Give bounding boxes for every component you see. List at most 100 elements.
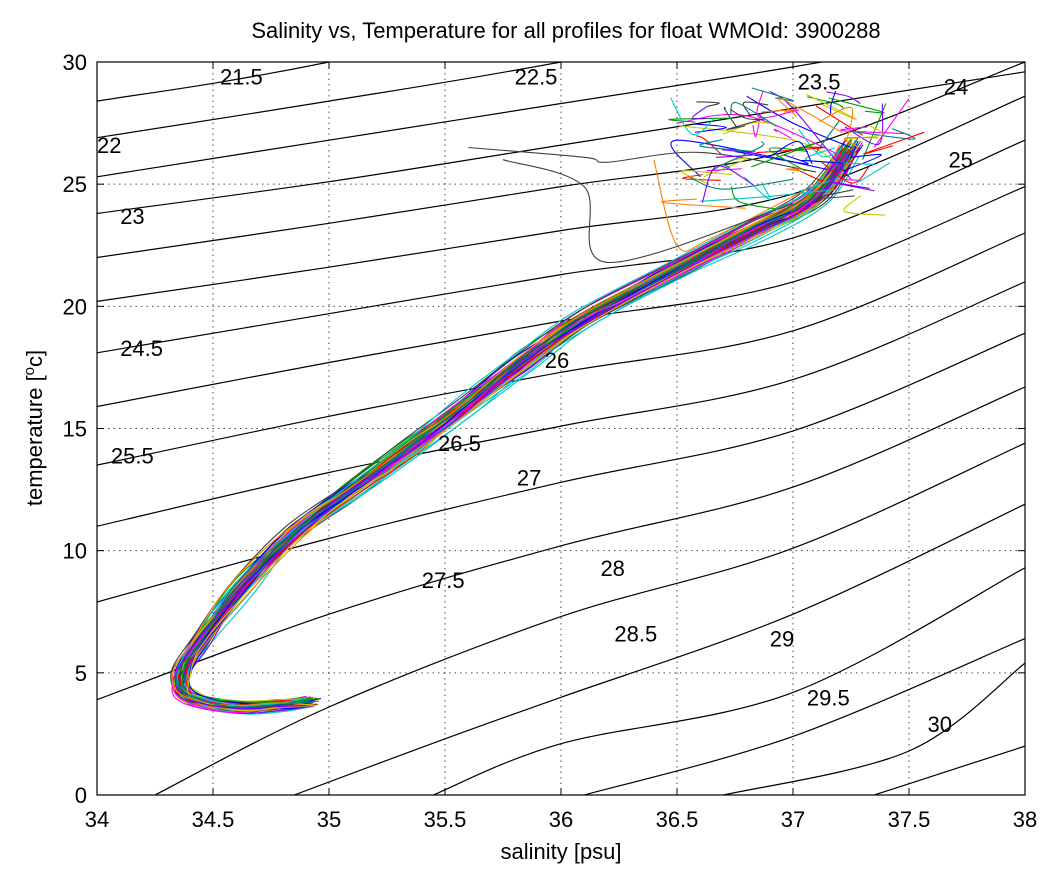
surface-profile-segment [805, 147, 876, 165]
surface-profile-segment [844, 103, 884, 146]
surface-profile-segment [818, 106, 854, 142]
isopycnal-29 [433, 567, 1025, 795]
surface-profile-segment [785, 168, 804, 172]
surface-profile-segment [852, 128, 916, 140]
surface-profile-segment [752, 113, 762, 138]
surface-profile-segment [730, 101, 777, 127]
x-tick-label: 36 [549, 807, 573, 832]
surface-profile-segment [696, 135, 723, 156]
surface-profile-segment [838, 178, 862, 183]
x-tick-label: 37.5 [888, 807, 931, 832]
profile-line [188, 140, 859, 706]
x-tick-label: 34.5 [192, 807, 235, 832]
surface-profile-segment [798, 128, 843, 158]
surface-profile-segment [799, 179, 830, 192]
surface-profile-segment [756, 91, 800, 119]
surface-profile-segment [857, 162, 891, 183]
chart-title: Salinity vs, Temperature for all profile… [251, 18, 880, 43]
surface-profile-segment [830, 90, 837, 114]
isopycnal-25 [97, 139, 1025, 354]
profile-line [178, 151, 847, 709]
surface-profile-segment [701, 165, 754, 203]
isopycnal-label: 28 [600, 556, 624, 581]
x-tick-label: 34 [85, 807, 109, 832]
isopycnal-label: 25 [948, 148, 972, 173]
isopycnal-label: 29.5 [807, 685, 850, 710]
isopycnal-23.5 [97, 71, 1025, 215]
surface-profile-segment [676, 124, 840, 166]
surface-profile-segment [843, 195, 886, 216]
isopycnal-29.5 [584, 638, 1025, 795]
surface-profile-segment [703, 157, 749, 178]
profile-line [179, 139, 852, 705]
profile-line [170, 138, 847, 704]
isopycnal-25.5 [97, 186, 1025, 408]
surface-profile-segment [842, 153, 882, 172]
surface-profile-segment [761, 109, 798, 113]
y-axis-label-sup: o [21, 367, 38, 375]
x-tick-label: 38 [1013, 807, 1037, 832]
x-tick-label: 37 [781, 807, 805, 832]
surface-profile-segment [699, 138, 756, 153]
surface-profile-segment [715, 149, 758, 158]
profile-line [175, 143, 852, 708]
surface-profile-segment [792, 167, 824, 182]
plot-frame [96, 61, 1026, 796]
y-tick-label: 15 [63, 417, 87, 442]
y-axis-ticks: 0 5 10 15 20 25 30 [63, 50, 1025, 808]
isopycnal-28 [154, 442, 1025, 795]
surface-profile-segment [746, 95, 852, 149]
surface-profile-segment [706, 168, 742, 172]
y-tick-label: 20 [63, 294, 87, 319]
surface-profile-segment [721, 140, 765, 166]
surface-profile-segment [723, 106, 739, 130]
isopycnal-26.5 [97, 281, 1025, 527]
surface-profile-segment [814, 189, 855, 200]
surface-profile-segment [676, 113, 840, 156]
profile-line [177, 141, 846, 707]
x-axis-label: salinity [psu] [500, 839, 621, 864]
surface-profile-segment [751, 87, 794, 102]
surface-profile-segment [769, 90, 852, 180]
y-tick-label: 5 [75, 661, 87, 686]
isopycnal-label: 23 [120, 204, 144, 229]
isopycnal-label: 25.5 [111, 443, 154, 468]
surface-profile-segment [730, 186, 779, 211]
surface-profile-segment [688, 176, 794, 190]
surface-profile-segment [846, 125, 884, 140]
x-axis-ticks: 34 34.5 35 35.5 36 36.5 37 37.5 38 [85, 62, 1037, 832]
surface-profile-segment [692, 123, 727, 133]
isopycnal-label: 22 [97, 133, 121, 158]
y-axis-label-tail: c] [22, 350, 47, 367]
isopycnal-27 [97, 332, 1025, 603]
surface-profile-segment [773, 141, 813, 165]
surface-profile-segment [873, 98, 910, 148]
isopycnal-22 [97, 62, 332, 102]
grid-lines [97, 62, 1025, 795]
surface-profile-segment [777, 96, 843, 134]
isopycnal-label: 26.5 [438, 431, 481, 456]
isopycnal-30 [723, 662, 1025, 795]
isopycnal-28.5 [293, 503, 1025, 795]
surface-profile-segment [840, 126, 907, 135]
isopycnal-label: 21.5 [220, 65, 263, 90]
surface-profile-segment [691, 106, 707, 120]
isopycnal-label: 24.5 [120, 336, 163, 361]
isopycnal-label: 23.5 [798, 70, 841, 95]
isopycnal-label: 28.5 [614, 622, 657, 647]
surface-profile-segment [722, 121, 776, 135]
isopycnal-label: 29 [770, 627, 794, 652]
isopycnal-label: 27.5 [422, 568, 465, 593]
profile-line [181, 138, 852, 703]
surface-profile-segment [468, 146, 817, 173]
surface-profile-segment [681, 170, 733, 184]
y-tick-label: 10 [63, 539, 87, 564]
surface-profile-segment [826, 91, 861, 104]
x-tick-label: 35 [317, 807, 341, 832]
surface-profile-segment [773, 128, 792, 139]
surface-profile-segment [830, 181, 875, 192]
profile-lines [170, 87, 925, 715]
profile-line [171, 154, 843, 714]
profile-line [174, 152, 849, 710]
